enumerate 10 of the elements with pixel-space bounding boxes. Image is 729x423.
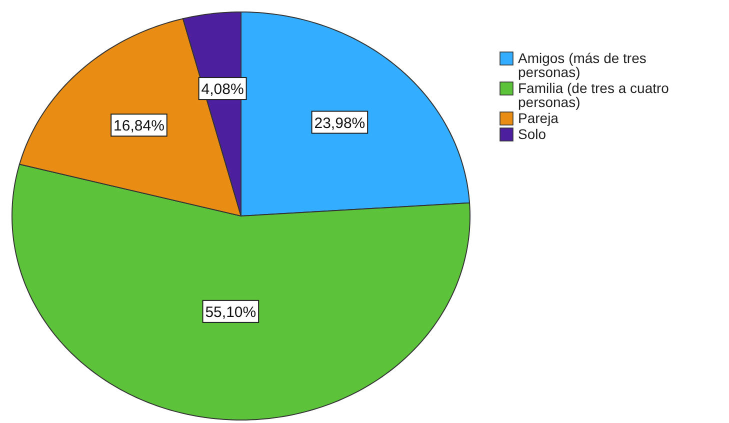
legend-label: Pareja <box>518 110 559 126</box>
legend-entry: Amigos (más de tres personas) <box>500 50 646 80</box>
legend-entry: Familia (de tres a cuatro personas) <box>500 80 669 110</box>
legend-entry: Pareja <box>500 110 558 126</box>
data-label: 23,98% <box>314 114 366 132</box>
data-label: 4,08% <box>201 81 244 98</box>
legend-entry: Solo <box>500 126 546 142</box>
data-label: 55,10% <box>205 304 256 321</box>
data-label: 16,84% <box>114 118 164 135</box>
legend-label: Solo <box>518 126 546 142</box>
